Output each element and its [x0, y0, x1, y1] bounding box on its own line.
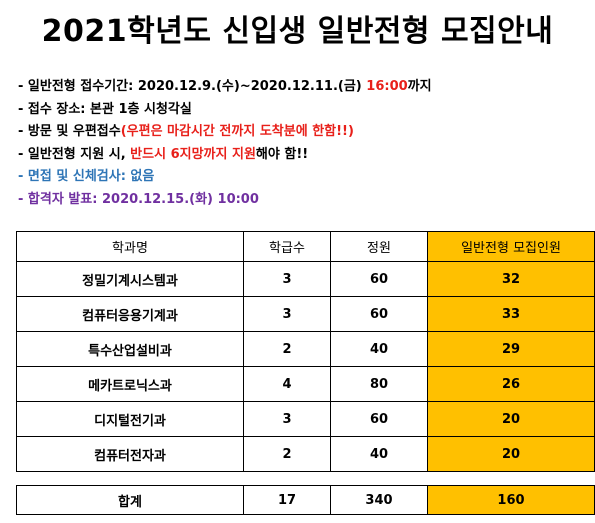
- dept-cell: 특수산업설비과: [16, 331, 244, 367]
- classes-cell: 3: [243, 296, 331, 332]
- classes-cell: 3: [243, 261, 331, 297]
- recruit-cell: 29: [427, 331, 595, 367]
- recruit-cell: 32: [427, 261, 595, 297]
- classes-cell: 4: [243, 366, 331, 402]
- note-visit-prefix: - 방문 및 우편접수: [18, 124, 121, 139]
- total-label: 합계: [16, 485, 244, 515]
- header-quota: 정원: [330, 231, 428, 262]
- notice-list: - 일반전형 접수기간: 2020.12.9.(수)~2020.12.11.(금…: [18, 76, 432, 211]
- quota-cell: 40: [330, 436, 428, 472]
- dept-cell: 컴퓨터전자과: [16, 436, 244, 472]
- note-visit-mail: - 방문 및 우편접수(우편은 마감시간 전까지 도착분에 한함!!): [18, 121, 432, 144]
- quota-cell: 80: [330, 366, 428, 402]
- total-quota: 340: [330, 485, 428, 515]
- classes-cell: 3: [243, 401, 331, 437]
- dept-cell: 컴퓨터응용기계과: [16, 296, 244, 332]
- note-interview: - 면접 및 신체검사: 없음: [18, 169, 155, 184]
- note-place: - 접수 장소: 본관 1층 시청각실: [18, 101, 192, 117]
- recruit-cell: 20: [427, 436, 595, 472]
- note-apply: - 일반전형 지원 시, 반드시 6지망까지 지원해야 함!!: [18, 144, 432, 167]
- note-visit-warning: (우편은 마감시간 전까지 도착분에 한함!!): [120, 124, 354, 139]
- note-apply-warning: 반드시 6지망까지 지원: [130, 146, 256, 162]
- table-row: 디지털전기과 3 60 20: [16, 401, 595, 437]
- header-recruit: 일반전형 모집인원: [427, 231, 595, 262]
- note-period-time: 16:00: [366, 79, 408, 94]
- note-apply-suffix: 해야 함!!: [255, 146, 309, 162]
- header-classes: 학급수: [243, 231, 331, 262]
- total-recruit: 160: [427, 485, 595, 515]
- note-period-suffix: 까지: [407, 79, 432, 94]
- table-row: 특수산업설비과 2 40 29: [16, 331, 595, 367]
- dept-cell: 메카트로닉스과: [16, 366, 244, 402]
- table-header-row: 학과명 학급수 정원 일반전형 모집인원: [16, 231, 595, 262]
- quota-cell: 40: [330, 331, 428, 367]
- total-classes: 17: [243, 485, 331, 515]
- header-dept: 학과명: [16, 231, 244, 262]
- recruitment-table: 학과명 학급수 정원 일반전형 모집인원 정밀기계시스템과 3 60 32 컴퓨…: [16, 231, 595, 472]
- table-row: 컴퓨터전자과 2 40 20: [16, 436, 595, 472]
- recruit-cell: 20: [427, 401, 595, 437]
- note-apply-prefix: - 일반전형 지원 시,: [18, 146, 131, 162]
- quota-cell: 60: [330, 401, 428, 437]
- recruit-cell: 26: [427, 366, 595, 402]
- table-row: 정밀기계시스템과 3 60 32: [16, 261, 595, 297]
- classes-cell: 2: [243, 436, 331, 472]
- table-row: 컴퓨터응용기계과 3 60 33: [16, 296, 595, 332]
- note-announcement: - 합격자 발표: 2020.12.15.(화) 10:00: [18, 191, 259, 207]
- table-row: 메카트로닉스과 4 80 26: [16, 366, 595, 402]
- dept-cell: 디지털전기과: [16, 401, 244, 437]
- recruit-cell: 33: [427, 296, 595, 332]
- total-table: 합계 17 340 160: [16, 485, 595, 515]
- quota-cell: 60: [330, 296, 428, 332]
- note-period-prefix: - 일반전형 접수기간: 2020.12.9.(수)~2020.12.11.(금…: [18, 79, 367, 94]
- total-row: 합계 17 340 160: [16, 485, 595, 515]
- dept-cell: 정밀기계시스템과: [16, 261, 244, 297]
- note-application-period: - 일반전형 접수기간: 2020.12.9.(수)~2020.12.11.(금…: [18, 76, 432, 99]
- page-title: 2021학년도 신입생 일반전형 모집안내: [41, 14, 554, 49]
- classes-cell: 2: [243, 331, 331, 367]
- quota-cell: 60: [330, 261, 428, 297]
